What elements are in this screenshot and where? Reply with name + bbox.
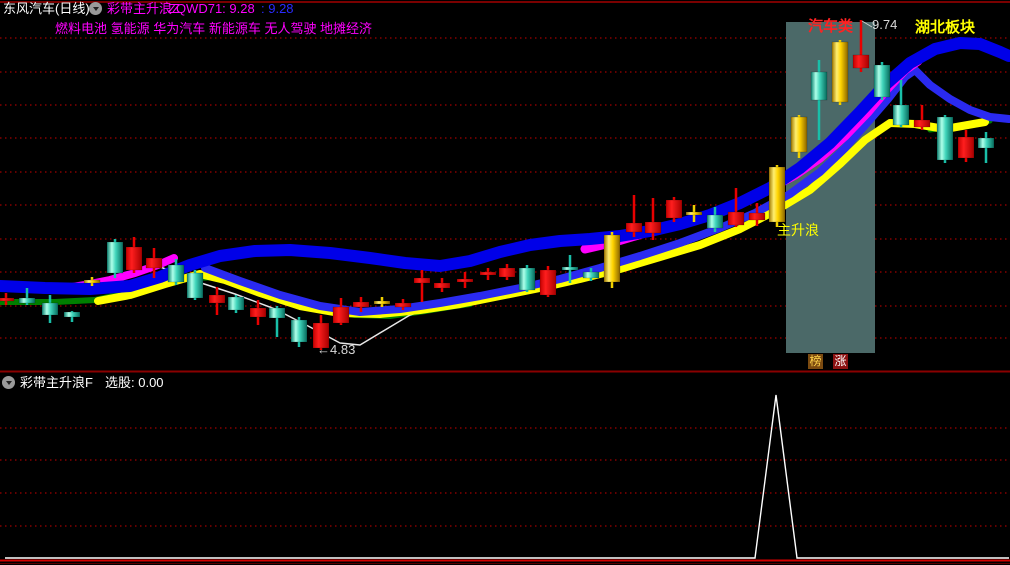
indicator-name-signal[interactable]: 彩带主升浪F bbox=[20, 375, 93, 390]
main-wave-label: 主升浪 bbox=[777, 222, 819, 238]
collapse-indicator-icon[interactable] bbox=[89, 2, 102, 15]
rise-badge: 涨 bbox=[833, 354, 848, 369]
concept-tags: 燃料电池 氢能源 华为汽车 新能源车 无人驾驶 地摊经济 bbox=[55, 21, 373, 36]
indicator-value-secondary: : 9.28 bbox=[261, 1, 294, 16]
sector-label-hubei: 湖北板块 bbox=[915, 19, 976, 36]
stock-title: 东风汽车(日线) bbox=[3, 1, 90, 16]
collapse-indicator-icon-2[interactable] bbox=[2, 376, 15, 389]
high-price-annotation: 9.74 bbox=[872, 17, 898, 32]
low-price-annotation: ←4.83 bbox=[317, 342, 356, 357]
indicator-value: ZQWD71: 9.28 bbox=[168, 1, 255, 16]
indicator-name-main[interactable]: 彩带主升浪Z bbox=[107, 1, 180, 16]
signal-value: 选股: 0.00 bbox=[105, 375, 164, 390]
rank-badge: 榜 bbox=[808, 354, 823, 369]
sector-label-auto: 汽车类 bbox=[808, 18, 854, 35]
